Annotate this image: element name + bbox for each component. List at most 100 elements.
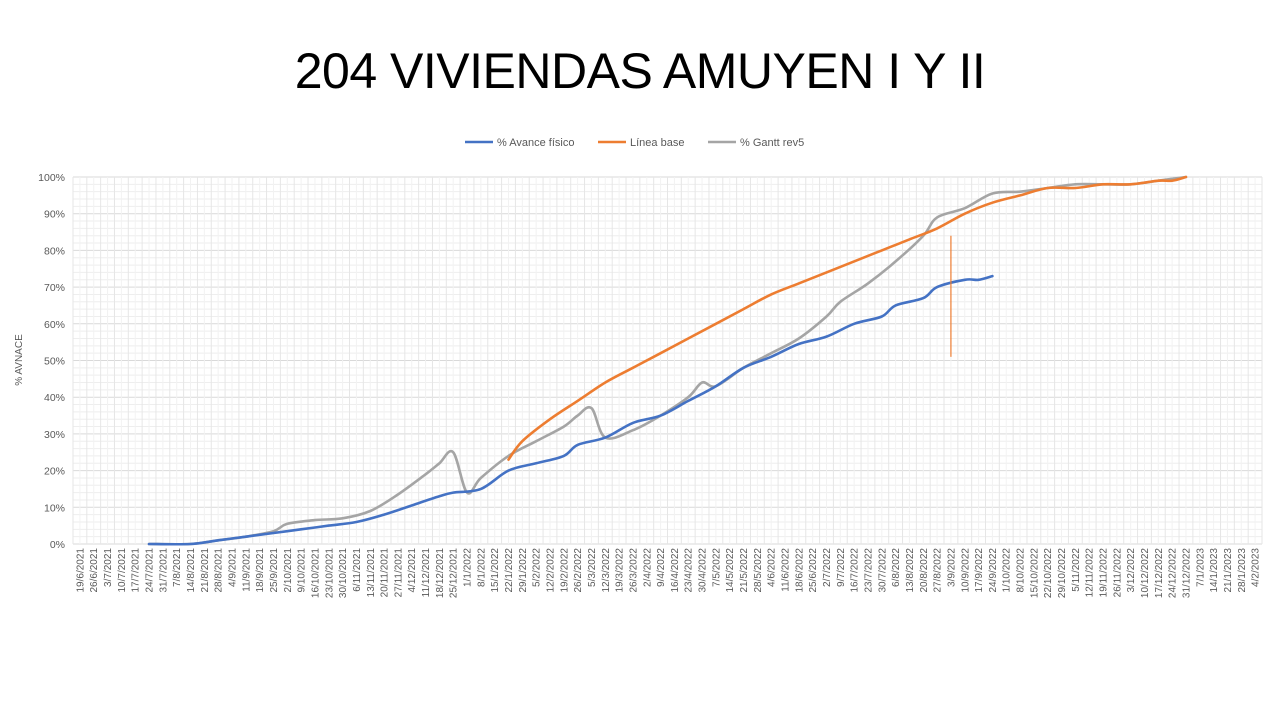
x-tick-label: 10/12/2022	[1140, 548, 1151, 598]
chart-series	[147, 175, 1188, 546]
series-line-l-nea-base	[507, 175, 1188, 461]
x-tick-label: 26/2/2022	[573, 548, 584, 593]
legend-label: Línea base	[630, 137, 684, 149]
x-tick-label: 23/4/2022	[684, 548, 695, 593]
x-tick-label: 25/9/2021	[269, 548, 280, 593]
x-tick-label: 1/10/2022	[1002, 548, 1013, 593]
x-tick-label: 19/3/2022	[615, 548, 626, 593]
x-tick-label: 7/1/2023	[1195, 548, 1206, 587]
x-tick-label: 17/12/2022	[1154, 548, 1165, 598]
x-tick-label: 21/8/2021	[200, 548, 211, 593]
x-tick-label: 23/7/2022	[863, 548, 874, 593]
x-tick-label: 7/5/2022	[711, 548, 722, 587]
chart-legend: % Avance físico Línea base % Gantt rev5	[465, 137, 804, 149]
x-tick-label: 3/9/2022	[946, 548, 957, 587]
x-tick-label: 7/8/2021	[172, 548, 183, 587]
x-axis-ticks: 19/6/2021 26/6/2021 3/7/2021 10/7/2021 17/7/…	[75, 548, 1261, 598]
x-tick-label: 12/11/2022	[1085, 548, 1096, 598]
x-tick-label: 1/1/2022	[463, 548, 474, 587]
x-tick-label: 22/10/2022	[1043, 548, 1054, 598]
x-tick-label: 18/12/2021	[435, 548, 446, 598]
x-tick-label: 24/7/2021	[145, 548, 156, 593]
x-tick-label: 12/3/2022	[601, 548, 612, 593]
x-tick-label: 5/2/2022	[532, 548, 543, 587]
x-tick-label: 24/9/2022	[988, 548, 999, 593]
x-tick-label: 9/4/2022	[656, 548, 667, 587]
x-tick-label: 12/2/2022	[545, 548, 556, 593]
x-tick-label: 3/7/2021	[103, 548, 114, 587]
x-tick-label: 25/6/2022	[808, 548, 819, 593]
x-tick-label: 30/7/2022	[877, 548, 888, 593]
x-tick-label: 16/10/2021	[310, 548, 321, 598]
x-tick-label: 15/1/2022	[490, 548, 501, 593]
y-tick-label: 20%	[44, 466, 65, 478]
x-tick-label: 4/12/2021	[407, 548, 418, 593]
x-tick-label: 13/11/2021	[366, 548, 377, 598]
y-tick-label: 30%	[44, 429, 65, 441]
x-tick-label: 14/5/2022	[725, 548, 736, 593]
x-tick-label: 19/6/2021	[75, 548, 86, 593]
x-tick-label: 13/8/2022	[905, 548, 916, 593]
x-tick-label: 11/6/2022	[781, 548, 792, 592]
x-tick-label: 30/4/2022	[698, 548, 709, 593]
x-tick-label: 4/2/2023	[1251, 548, 1262, 587]
chart-grid	[72, 176, 1263, 545]
x-tick-label: 5/11/2022	[1071, 548, 1082, 592]
x-tick-label: 20/8/2022	[919, 548, 930, 593]
x-tick-label: 29/1/2022	[518, 548, 529, 593]
x-tick-label: 30/10/2021	[338, 548, 349, 598]
y-tick-label: 100%	[38, 172, 65, 184]
x-tick-label: 8/10/2022	[1016, 548, 1027, 593]
x-tick-label: 15/10/2022	[1029, 548, 1040, 598]
x-tick-label: 28/8/2021	[214, 548, 225, 593]
y-axis-ticks: 0% 10% 20% 30% 40% 50% 60% 70% 80% 90% 100%	[38, 172, 65, 551]
y-tick-label: 90%	[44, 209, 65, 221]
series-line-gantt-rev5	[147, 175, 1188, 546]
x-tick-label: 6/8/2022	[891, 548, 902, 587]
y-axis-label: % AVNACE	[14, 334, 25, 386]
y-tick-label: 80%	[44, 245, 65, 257]
x-tick-label: 9/10/2021	[297, 548, 308, 593]
x-tick-label: 27/11/2021	[393, 548, 404, 598]
y-tick-label: 50%	[44, 356, 65, 368]
x-tick-label: 14/8/2021	[186, 548, 197, 593]
x-tick-label: 9/7/2022	[836, 548, 847, 587]
x-tick-label: 4/6/2022	[767, 548, 778, 587]
x-tick-label: 6/11/2021	[352, 548, 363, 592]
series-line-avance-f-sico	[147, 274, 994, 546]
x-tick-label: 26/11/2022	[1112, 548, 1123, 598]
x-tick-label: 18/9/2021	[255, 548, 266, 593]
x-tick-label: 27/8/2022	[933, 548, 944, 593]
y-tick-label: 40%	[44, 392, 65, 404]
x-tick-label: 14/1/2023	[1209, 548, 1220, 593]
legend-label: % Gantt rev5	[740, 137, 804, 149]
x-tick-label: 16/7/2022	[850, 548, 861, 593]
x-tick-label: 8/1/2022	[476, 548, 487, 587]
x-tick-label: 4/9/2021	[227, 548, 238, 587]
x-tick-label: 25/12/2021	[449, 548, 460, 598]
y-tick-label: 70%	[44, 282, 65, 294]
x-tick-label: 10/9/2022	[960, 548, 971, 593]
x-tick-label: 28/1/2023	[1237, 548, 1248, 593]
x-tick-label: 11/12/2021	[421, 548, 432, 598]
x-tick-label: 17/7/2021	[131, 548, 142, 593]
x-tick-label: 10/7/2021	[117, 548, 128, 593]
slide-title: 204 VIVIENDAS AMUYEN I Y II	[294, 43, 986, 99]
x-tick-label: 11/9/2021	[241, 548, 252, 592]
y-tick-label: 0%	[50, 539, 65, 551]
x-tick-label: 23/10/2021	[324, 548, 335, 598]
x-tick-label: 17/9/2022	[974, 548, 985, 593]
x-tick-label: 24/12/2022	[1168, 548, 1179, 598]
x-tick-label: 22/1/2022	[504, 548, 515, 593]
x-tick-label: 29/10/2022	[1057, 548, 1068, 598]
x-tick-label: 2/4/2022	[642, 548, 653, 587]
x-tick-label: 16/4/2022	[670, 548, 681, 593]
x-tick-label: 21/1/2023	[1223, 548, 1234, 593]
x-tick-label: 3/12/2022	[1126, 548, 1137, 593]
x-tick-label: 2/10/2021	[283, 548, 294, 593]
x-tick-label: 19/11/2022	[1099, 548, 1110, 598]
y-tick-label: 10%	[44, 502, 65, 514]
x-tick-label: 28/5/2022	[753, 548, 764, 593]
x-tick-label: 26/6/2021	[89, 548, 100, 593]
